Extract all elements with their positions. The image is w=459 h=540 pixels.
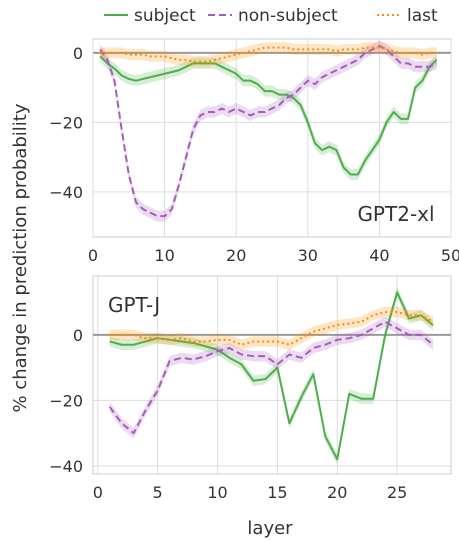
- legend-label: non-subject: [238, 6, 338, 26]
- y-tick-label: −20: [49, 391, 83, 410]
- y-tick-label: 0: [73, 44, 83, 63]
- band-non-subject: [109, 316, 434, 439]
- x-tick-label: 30: [298, 246, 318, 265]
- series-last: [100, 46, 437, 63]
- series-subject: [99, 55, 438, 176]
- band-subject: [109, 287, 434, 465]
- x-tick-label: 25: [387, 483, 407, 502]
- legend-label: last: [407, 6, 438, 26]
- legend: subject non-subject last: [104, 6, 438, 26]
- legend-item-last: last: [377, 6, 438, 26]
- x-tick-label: 10: [207, 483, 227, 502]
- plot-area: [92, 275, 452, 475]
- x-axis-label: layer: [247, 518, 293, 539]
- legend-label: subject: [134, 6, 196, 26]
- panel-gpt-j: 0 5 10 15 20 25 0 −20 −40 GPT-J: [49, 275, 452, 502]
- band-last: [109, 306, 434, 350]
- x-tick-label: 20: [327, 483, 347, 502]
- panel-label: GPT-J: [108, 293, 160, 317]
- x-tick-label: 5: [153, 483, 163, 502]
- y-tick-label: 0: [73, 326, 83, 345]
- x-tick-label: 10: [154, 246, 174, 265]
- y-tick-label: −40: [49, 457, 83, 476]
- x-tick-label: 20: [226, 246, 246, 265]
- x-tick-label: 50: [441, 246, 459, 265]
- x-tick-label: 15: [267, 483, 287, 502]
- x-tick-label: 0: [93, 483, 103, 502]
- series-subject: [109, 291, 434, 461]
- y-axis-label: % change in prediction probability: [10, 103, 31, 412]
- legend-item-subject: subject: [104, 6, 196, 26]
- y-tick-label: −40: [49, 183, 83, 202]
- band-non-subject: [100, 40, 437, 222]
- legend-item-non-subject: non-subject: [208, 6, 338, 26]
- x-tick-label: 40: [369, 246, 389, 265]
- band-last: [100, 42, 437, 68]
- series-non-subject: [108, 320, 434, 435]
- panel-label: GPT2-xl: [357, 202, 434, 226]
- y-tick-label: −20: [49, 113, 83, 132]
- series-non-subject: [99, 44, 438, 218]
- panel-gpt2-xl: 0 10 20 30 40 50 0 −20 −40 GPT2-xl: [49, 38, 459, 265]
- x-tick-label: 0: [88, 246, 98, 265]
- plot-area: [92, 38, 452, 238]
